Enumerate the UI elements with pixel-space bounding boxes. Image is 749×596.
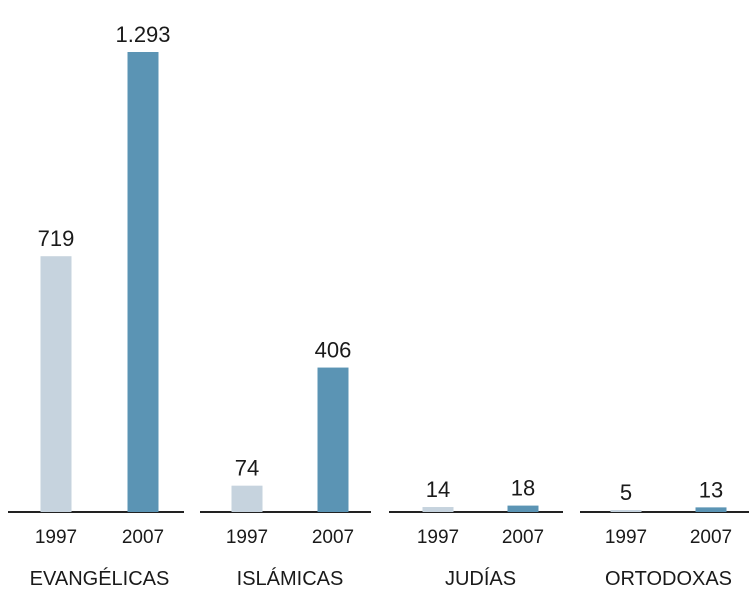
value-label-1-1: 406 bbox=[315, 338, 352, 363]
bars-group bbox=[40, 52, 727, 512]
value-label-0-0: 719 bbox=[38, 226, 75, 251]
year-label-2-0: 1997 bbox=[417, 527, 459, 548]
year-label-0-0: 1997 bbox=[35, 527, 77, 548]
year-label-1-0: 1997 bbox=[226, 527, 268, 548]
category-label-0: EVANGÉLICAS bbox=[30, 567, 170, 590]
bar-0-1 bbox=[127, 52, 159, 512]
category-label-3: ORTODOXAS bbox=[605, 568, 732, 590]
year-label-3-0: 1997 bbox=[605, 527, 647, 548]
labels-group: 719 1997 1.293 2007 EVANGÉLICAS 74 1997 406 2007… bbox=[30, 22, 732, 590]
value-label-0-1: 1.293 bbox=[115, 22, 170, 47]
year-label-1-1: 2007 bbox=[312, 527, 354, 548]
value-label-1-0: 74 bbox=[235, 456, 259, 481]
year-label-2-1: 2007 bbox=[502, 527, 544, 548]
bar-2-0 bbox=[422, 507, 454, 512]
bar-3-1 bbox=[695, 507, 727, 512]
bar-1-0 bbox=[231, 485, 263, 512]
value-label-3-1: 13 bbox=[699, 477, 723, 502]
bar-0-0 bbox=[40, 256, 72, 512]
bar-3-0 bbox=[610, 510, 642, 512]
category-label-1: ISLÁMICAS bbox=[237, 567, 344, 590]
value-label-2-1: 18 bbox=[511, 476, 535, 501]
bar-2-1 bbox=[507, 505, 539, 512]
year-label-3-1: 2007 bbox=[690, 527, 732, 548]
year-label-0-1: 2007 bbox=[122, 527, 164, 548]
category-label-2: JUDÍAS bbox=[445, 567, 516, 590]
value-label-3-0: 5 bbox=[620, 480, 632, 505]
value-label-2-0: 14 bbox=[426, 477, 450, 502]
bar-1-1 bbox=[317, 367, 349, 512]
